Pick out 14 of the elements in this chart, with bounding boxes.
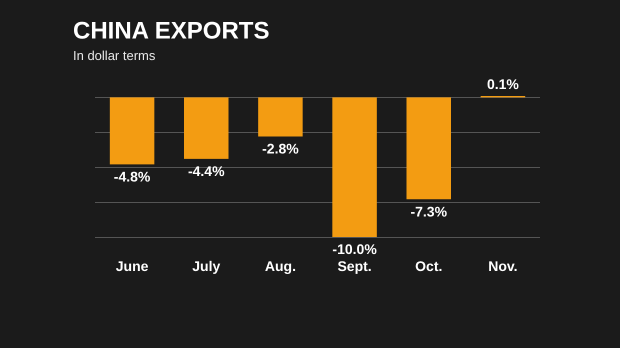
x-tick-label: Nov. <box>488 258 518 274</box>
x-tick-label: June <box>116 258 149 274</box>
x-tick-label: July <box>192 258 220 274</box>
data-label: -7.3% <box>410 203 448 220</box>
chart-subtitle: In dollar terms <box>73 48 156 63</box>
data-label: -10.0% <box>332 241 378 257</box>
x-tick-label: Oct. <box>415 258 442 274</box>
data-label: -2.8% <box>262 140 300 156</box>
x-tick-label: Aug. <box>264 258 296 274</box>
data-label: 0.1% <box>486 76 520 92</box>
chart-title: CHINA EXPORTS <box>73 18 270 44</box>
x-tick-label: Sept. <box>337 258 372 274</box>
data-label: -4.8% <box>114 168 151 184</box>
data-label: -4.4% <box>188 162 226 179</box>
